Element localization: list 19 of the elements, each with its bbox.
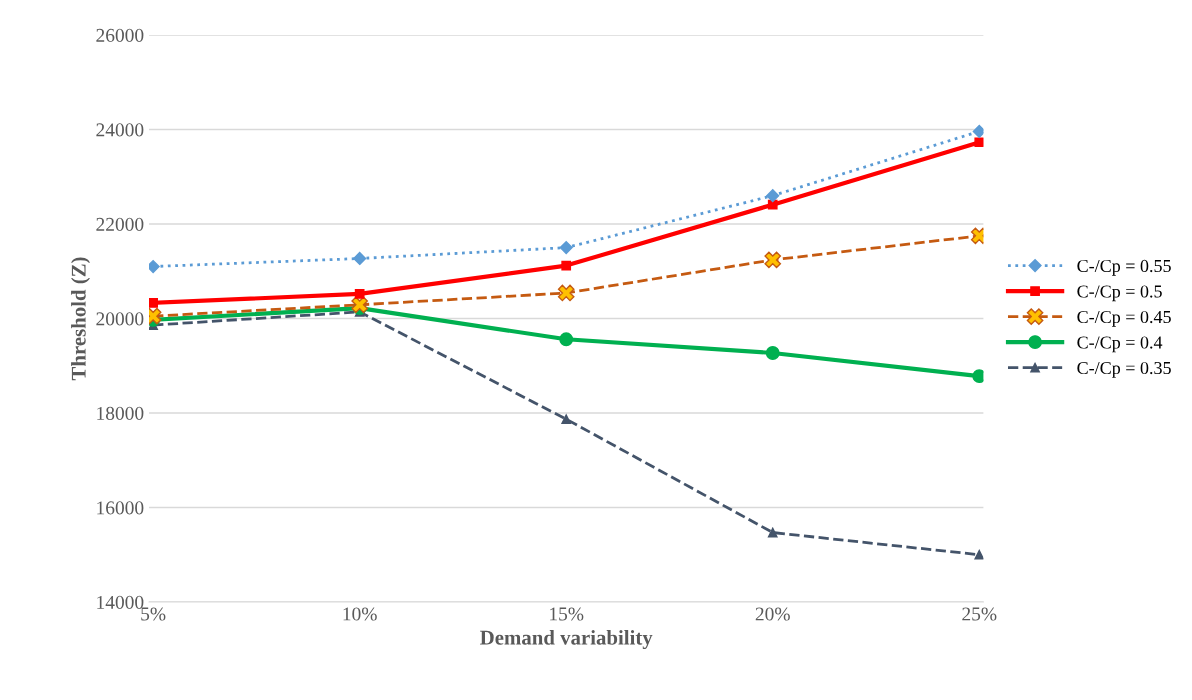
x-axis-title: Demand variability (480, 630, 653, 649)
y-axis-title: Threshold (Z) (71, 257, 90, 381)
x-tick-label: 25% (962, 607, 997, 621)
legend-label: C-/Cp = 0.5 (1077, 285, 1162, 302)
x-tick-label: 15% (550, 607, 584, 621)
y-tick-label: 18000 (97, 406, 144, 420)
y-tick-label: 14000 (97, 595, 144, 609)
legend-label: C-/Cp = 0.4 (1077, 336, 1163, 353)
legend-label: C-/Cp = 0.45 (1077, 310, 1171, 327)
y-tick-label: 26000 (96, 28, 144, 42)
y-tick-label: 24000 (96, 123, 144, 137)
x-tick-label: 5% (141, 607, 166, 621)
legend-label: C-/Cp = 0.55 (1077, 259, 1171, 276)
y-tick-label: 16000 (97, 501, 144, 515)
y-tick-label: 20000 (96, 312, 144, 326)
legend-label: C-/Cp = 0.35 (1077, 361, 1171, 378)
x-tick-label: 20% (755, 607, 790, 621)
x-tick-label: 10% (343, 607, 377, 621)
y-tick-label: 22000 (96, 217, 144, 231)
